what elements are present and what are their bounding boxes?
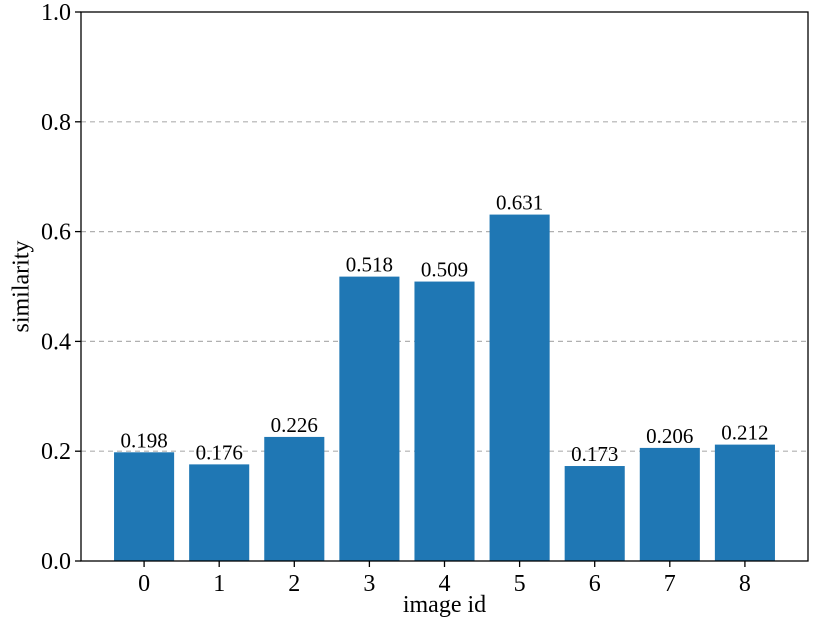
data-label: 0.631 xyxy=(496,191,543,215)
bar-1 xyxy=(189,464,250,561)
x-axis-label: image id xyxy=(403,592,486,618)
x-tick-label: 2 xyxy=(288,571,300,597)
data-label: 0.212 xyxy=(721,421,768,445)
bar-2 xyxy=(264,436,325,561)
x-tick-label: 4 xyxy=(439,571,451,597)
data-label: 0.518 xyxy=(346,253,393,277)
plot-frame xyxy=(80,11,809,562)
data-label: 0.226 xyxy=(271,413,318,437)
data-label: 0.198 xyxy=(120,428,167,452)
x-tick-label: 7 xyxy=(664,571,676,597)
ticks-layer: 0.0 0.2 0.4 0.6 0.8 1.0 0 1 2 3 4 5 6 7 8 xyxy=(41,0,751,597)
bars-layer xyxy=(114,214,775,561)
x-tick-label: 0 xyxy=(138,571,150,597)
y-tick-label: 0.8 xyxy=(41,110,71,136)
y-tick-label: 0.2 xyxy=(41,439,71,465)
y-tick-label: 0.6 xyxy=(41,220,71,246)
data-label: 0.509 xyxy=(421,258,468,282)
data-label: 0.176 xyxy=(196,440,243,464)
bar-7 xyxy=(639,447,700,561)
bar-6 xyxy=(564,466,625,561)
bar-8 xyxy=(714,444,775,561)
y-axis-label: similarity xyxy=(9,241,35,333)
y-tick-label: 1.0 xyxy=(41,0,71,26)
data-labels-layer: 0.198 0.176 0.226 0.518 0.509 0.631 0.173 0.206… xyxy=(120,191,768,466)
x-tick-label: 3 xyxy=(363,571,375,597)
y-tick-label: 0.0 xyxy=(41,549,71,575)
data-label: 0.173 xyxy=(571,442,618,466)
x-tick-label: 5 xyxy=(514,571,526,597)
bar-4 xyxy=(414,281,475,561)
bar-3 xyxy=(339,276,400,561)
bar-0 xyxy=(114,452,175,561)
bar-5 xyxy=(489,214,550,561)
y-tick-label: 0.4 xyxy=(41,329,71,355)
x-tick-label: 6 xyxy=(589,571,601,597)
x-tick-label: 8 xyxy=(739,571,751,597)
x-tick-label: 1 xyxy=(213,571,225,597)
data-label: 0.206 xyxy=(646,424,693,448)
